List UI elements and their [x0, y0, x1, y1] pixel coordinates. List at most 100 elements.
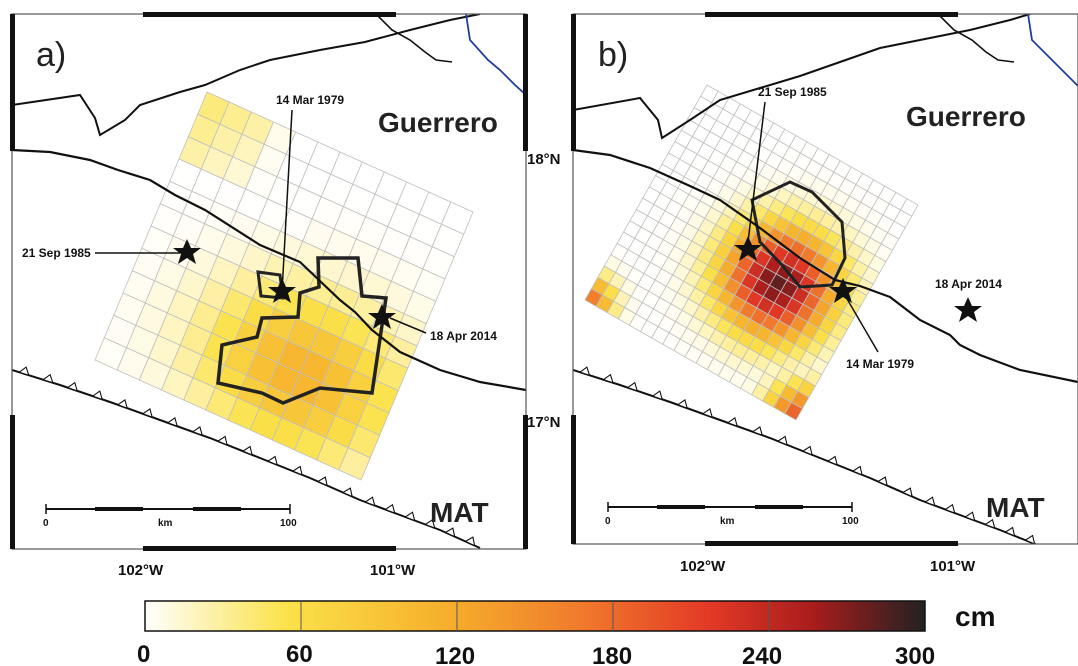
coastline-a: [12, 148, 526, 392]
colorbar-ramp: [144, 600, 926, 632]
trench-tooth: [66, 381, 79, 392]
bay-b: [937, 14, 1015, 63]
frame-ticks-b: [571, 12, 958, 546]
lon-label-101-a: 101°W: [370, 562, 416, 579]
event-leader-1979-b: [842, 291, 879, 353]
trench-tooth: [626, 381, 639, 392]
river-b: [1027, 14, 1078, 87]
northern-coastline-a: [12, 14, 481, 137]
trench-tooth: [801, 445, 813, 456]
trench-tooth: [141, 408, 154, 419]
star-1979-b: [829, 278, 857, 303]
scalebar-end-b: 100: [842, 516, 859, 527]
colorbar-tick-120: 120: [435, 643, 475, 666]
star-2014-b: [954, 297, 982, 322]
trench-tooth: [901, 487, 913, 498]
trench-teeth-b: [578, 366, 1036, 544]
colorbar: 0 60 120 180 240 300 cm: [137, 600, 995, 666]
colorbar-tick-240: 240: [742, 643, 782, 666]
panel-a: a) Guerrero MAT 14 Mar 1979 21 Sep 1985 …: [10, 12, 561, 579]
trench-tooth: [241, 445, 253, 456]
region-label-a: Guerrero: [378, 107, 498, 138]
trench-tooth: [651, 390, 664, 401]
event-label-2014-b: 18 Apr 2014: [935, 277, 1002, 291]
star-1985-a: [173, 239, 201, 264]
slip-cell: [784, 401, 803, 421]
slip-grid-b: [584, 84, 919, 421]
trench-tooth: [424, 518, 436, 529]
trench-tooth: [578, 366, 591, 377]
panel-label-b: b): [598, 36, 628, 74]
trench-tooth: [341, 487, 353, 498]
lat-label-18-a: 18°N: [527, 151, 561, 168]
bay-a: [375, 14, 453, 63]
event-label-1985-a: 21 Sep 1985: [22, 246, 91, 260]
event-leader-2014-a: [389, 317, 427, 334]
slip-grid-a: [94, 91, 474, 481]
asperity-outline-a-main: [216, 256, 389, 405]
star-1985-b: [734, 236, 762, 261]
scalebar-a: 0 km 100: [43, 504, 297, 529]
scalebar-unit-b: km: [720, 516, 735, 527]
trench-tooth: [216, 435, 228, 446]
trench-tooth: [1024, 534, 1036, 544]
trench-tooth: [602, 373, 614, 384]
trench-tooth: [776, 435, 788, 446]
trench-tooth: [18, 366, 30, 377]
trench-tooth: [464, 536, 476, 547]
trench-tooth: [291, 465, 303, 476]
scalebar-end-a: 100: [280, 518, 297, 529]
asperity-outline-b: [750, 180, 847, 289]
trench-label-a: MAT: [430, 497, 489, 528]
slip-cell: [338, 447, 371, 481]
lon-label-101-b: 101°W: [930, 558, 976, 575]
trench-tooth: [191, 426, 204, 437]
lon-label-102-a: 102°W: [118, 562, 164, 579]
star-1979-a: [268, 278, 296, 303]
trench-tooth: [116, 399, 129, 410]
colorbar-tick-300: 300: [895, 643, 935, 666]
scalebar-start-b: 0: [605, 516, 611, 527]
trench-tooth: [964, 511, 976, 522]
panel-label-a: a): [36, 36, 66, 74]
star-2014-a: [368, 304, 396, 329]
event-label-1985-b: 21 Sep 1985: [758, 85, 827, 99]
trench-tooth: [984, 518, 996, 529]
northern-coastline-b: [573, 14, 1031, 140]
trench-tooth: [701, 408, 714, 419]
event-label-1979-a: 14 Mar 1979: [276, 93, 344, 107]
event-label-1979-b: 14 Mar 1979: [846, 357, 914, 371]
lon-label-102-b: 102°W: [680, 558, 726, 575]
trench-tooth: [404, 511, 416, 522]
trench-tooth: [91, 390, 104, 401]
lat-label-17-a: 17°N: [527, 414, 561, 431]
trench-tooth: [444, 527, 456, 538]
trench-tooth: [1004, 526, 1016, 537]
colorbar-unit: cm: [955, 601, 995, 632]
trench-tooth: [924, 496, 936, 507]
scalebar-unit-a: km: [158, 518, 173, 529]
trench-tooth: [826, 455, 838, 466]
region-label-b: Guerrero: [906, 101, 1026, 132]
scalebar-b: 0 km 100: [605, 502, 859, 527]
river-a: [465, 14, 526, 96]
trench-tooth: [42, 373, 54, 384]
event-leader-1985-b: [747, 101, 766, 243]
panel-b: b) Guerrero MAT 21 Sep 1985 18 Apr 2014 …: [571, 12, 1078, 575]
frame-ticks-a: [10, 12, 528, 551]
event-label-2014-a: 18 Apr 2014: [430, 329, 497, 343]
event-leader-1979-a: [281, 109, 293, 293]
trench-tooth: [726, 417, 739, 428]
trench-tooth: [266, 455, 278, 466]
trench-tooth: [876, 476, 888, 487]
trench-tooth: [316, 476, 328, 487]
trench-tooth: [384, 503, 396, 514]
coastline-b: [573, 148, 1078, 384]
trench-tooth: [851, 465, 863, 476]
colorbar-tick-180: 180: [592, 643, 632, 666]
colorbar-tick-0: 0: [137, 641, 150, 666]
trench-teeth-a: [18, 366, 476, 547]
trench-label-b: MAT: [986, 492, 1045, 523]
asperity-outline-a-small: [256, 270, 285, 300]
trench-tooth: [676, 399, 689, 410]
